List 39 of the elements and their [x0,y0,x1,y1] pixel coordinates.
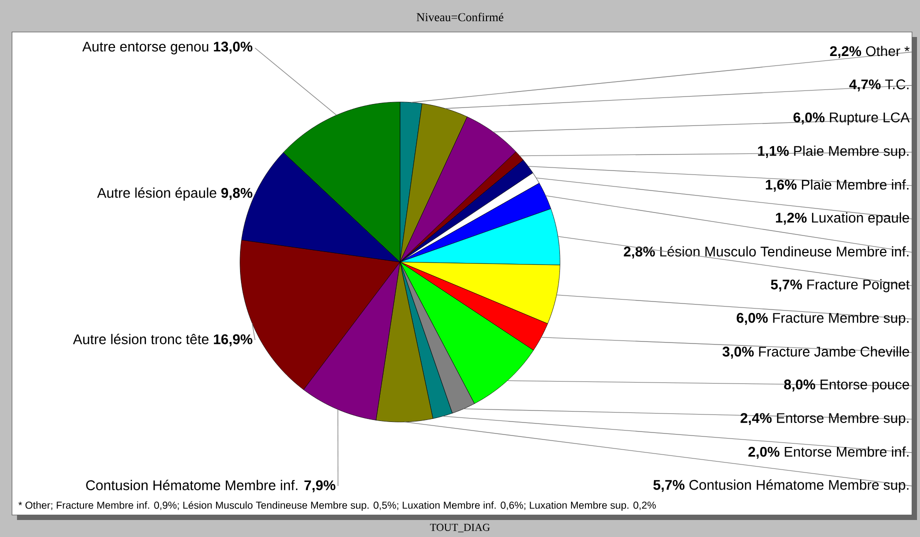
slice-label: Fracture Poignet [807,279,910,292]
slice-label: Autre lésion tronc tête [72,334,208,344]
slice-label: T.C. [885,79,908,90]
data-label: 9,8% [221,188,252,200]
data-label: 5,7% [770,280,802,292]
data-label: 3,0% [722,346,754,359]
text: TOUT_DIAG [430,524,490,532]
data-label: 1,1% [758,146,789,158]
slice-label: Contusion Hématome Membre sup. [689,479,908,493]
slice-label: Autre lésion épaule [97,187,216,201]
slice-label: Lésion Musculo Tendineuse Membre inf. [660,246,908,257]
data-label: 16,9% [214,334,252,346]
data-label: 6,0% [794,112,825,124]
slice-label: Plaie Membre inf. [802,179,908,190]
slice-label: Other * [866,46,910,56]
data-label: 2,0% [748,446,780,459]
data-label: 2,4% [740,413,772,426]
slice-label: Entorse Membre sup. [777,412,908,426]
data-label: 1,2% [776,212,807,225]
slice-label: Fracture Jambe Cheville [759,346,910,357]
data-label: 2,2% [830,46,862,58]
data-label: 6,0% [736,312,768,325]
data-label: 1,6% [766,180,797,192]
data-label: 2,8% [624,246,655,259]
slice-label: Contusion Hématome Membre inf. [86,480,298,490]
chart-title: Niveau=Confirmé [416,12,504,22]
data-label: 8,0% [784,380,816,392]
slice-label: Luxation epaule [812,212,910,226]
slice-label: Entorse pouce [820,380,910,392]
slice-label: Fracture Membre sup. [773,312,908,326]
slice-label: Plaie Membre sup. [794,146,908,159]
slice-label: Autre entorse genou [82,42,208,54]
data-label: 4,7% [849,79,881,92]
data-label: 5,7% [653,480,684,492]
slice-label: Entorse Membre inf. [784,446,908,457]
slice-label: Rupture LCA [830,112,910,126]
data-label: 13,0% [214,42,252,54]
text: * Other; Fracture Membre inf. 0,9%; Lésion Musculo Tendineuse Membre sup. 0,5%; Luxation Membre inf. 0,6%; Luxation Membre sup. 0,2% [18,501,656,511]
data-label: 7,9% [304,480,336,492]
